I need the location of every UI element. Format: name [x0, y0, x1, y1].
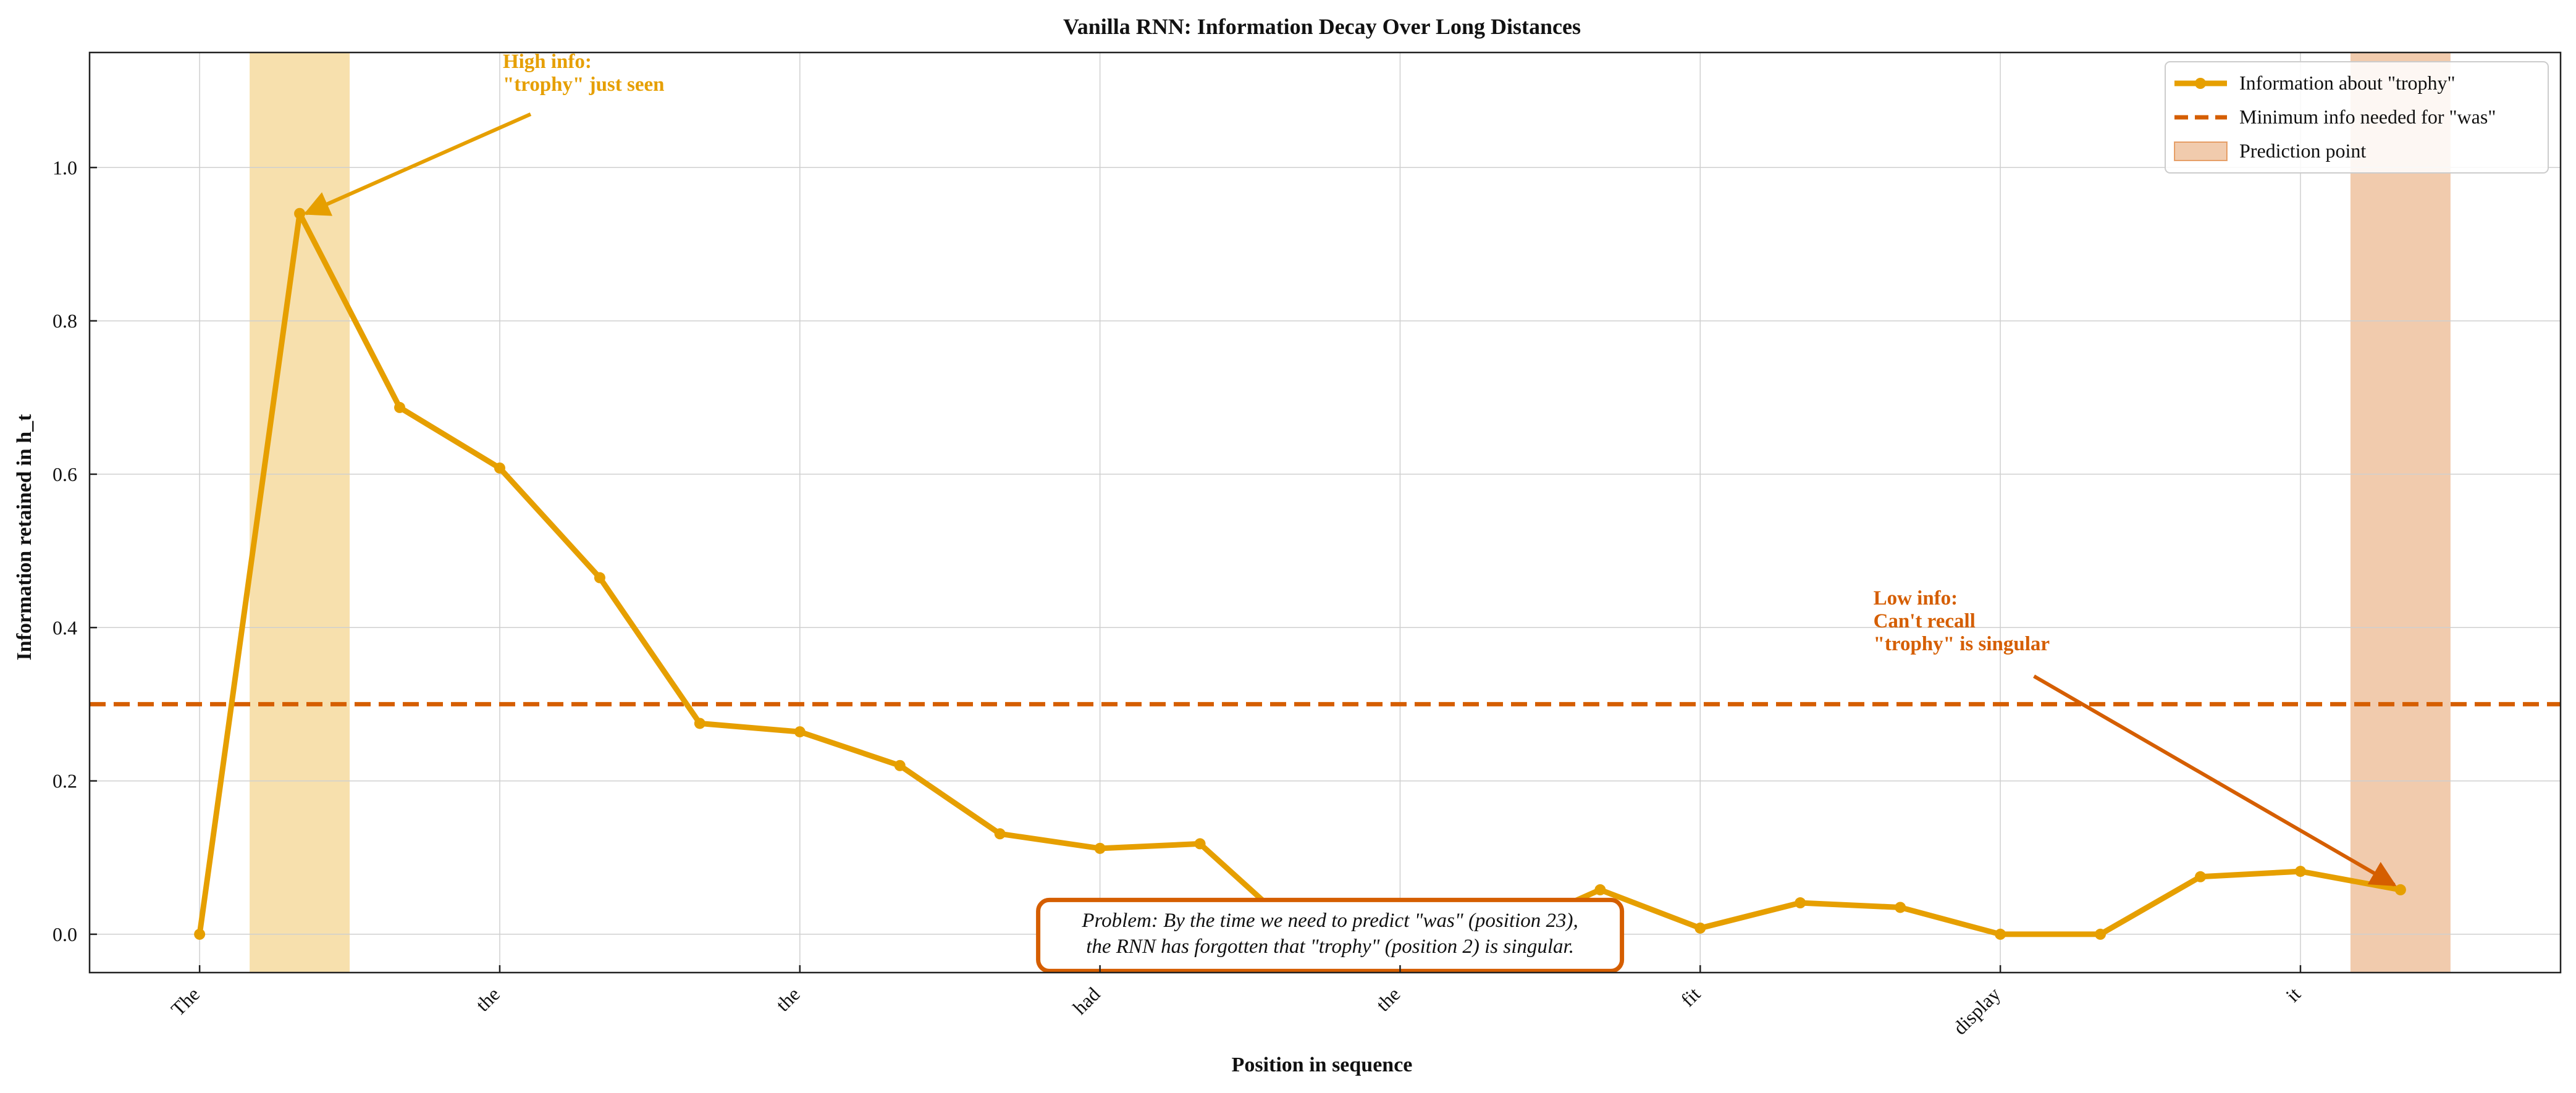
chart-title: Vanilla RNN: Information Decay Over Long…: [1063, 14, 1581, 39]
note-box: [1036, 897, 1625, 973]
data-point: [694, 718, 705, 729]
data-point: [1094, 842, 1106, 854]
data-point: [1694, 922, 1706, 934]
data-point: [1895, 902, 1906, 913]
y-tick-label-3: 0.6: [53, 463, 77, 485]
annotation-arrow-0: [303, 112, 532, 216]
data-point: [594, 572, 605, 584]
y-tick-label-0: 0.0: [53, 923, 77, 945]
y-tick-label-4: 0.8: [53, 310, 77, 332]
annotation-0-line-1: "trophy" just seen: [503, 73, 665, 96]
data-point: [1795, 897, 1806, 909]
legend-entry-2: Prediction point: [2239, 140, 2366, 162]
data-point: [794, 726, 806, 738]
y-tick-label-2: 0.4: [53, 616, 77, 639]
annotation-1-line-2: "trophy" is singular: [1874, 633, 2050, 655]
annotation-0-line-0: High info:: [503, 51, 592, 73]
legend-box: [2165, 61, 2549, 174]
legend-swatch-span: [2174, 141, 2228, 161]
x-axis-label: Position in sequence: [1232, 1053, 1413, 1076]
annotation-1-line-0: Low info:: [1874, 587, 1958, 609]
note-box-line-0: Problem: By the time we need to predict …: [1081, 910, 1578, 932]
y-tick-label-5: 1.0: [53, 156, 77, 178]
data-point: [894, 760, 906, 771]
highlight-span-0: [250, 52, 350, 973]
annotation-arrow-1: [2033, 674, 2397, 887]
data-point: [394, 401, 406, 413]
legend-entry-1: Minimum info needed for "was": [2239, 106, 2496, 128]
data-point: [2294, 866, 2306, 877]
data-point: [294, 207, 306, 219]
data-point: [2195, 871, 2207, 882]
data-point: [994, 828, 1006, 840]
data-point: [494, 462, 505, 474]
note-box-line-1: the RNN has forgotten that "trophy" (pos…: [1086, 936, 1574, 958]
data-point: [1995, 928, 2006, 940]
data-point: [1194, 838, 1206, 850]
data-point: [1594, 884, 1606, 895]
legend-swatch-marker: [2195, 78, 2206, 89]
data-point: [194, 928, 206, 940]
legend-entry-0: Information about "trophy": [2239, 72, 2456, 94]
plot-frame: [88, 51, 2562, 974]
data-point: [2095, 928, 2107, 940]
y-axis-label: Information retained in h_t: [13, 414, 36, 661]
annotation-1-line-1: Can't recall: [1874, 610, 1976, 632]
y-tick-label-1: 0.2: [53, 770, 77, 792]
highlight-span-1: [2350, 52, 2451, 973]
data-point: [2394, 884, 2406, 895]
